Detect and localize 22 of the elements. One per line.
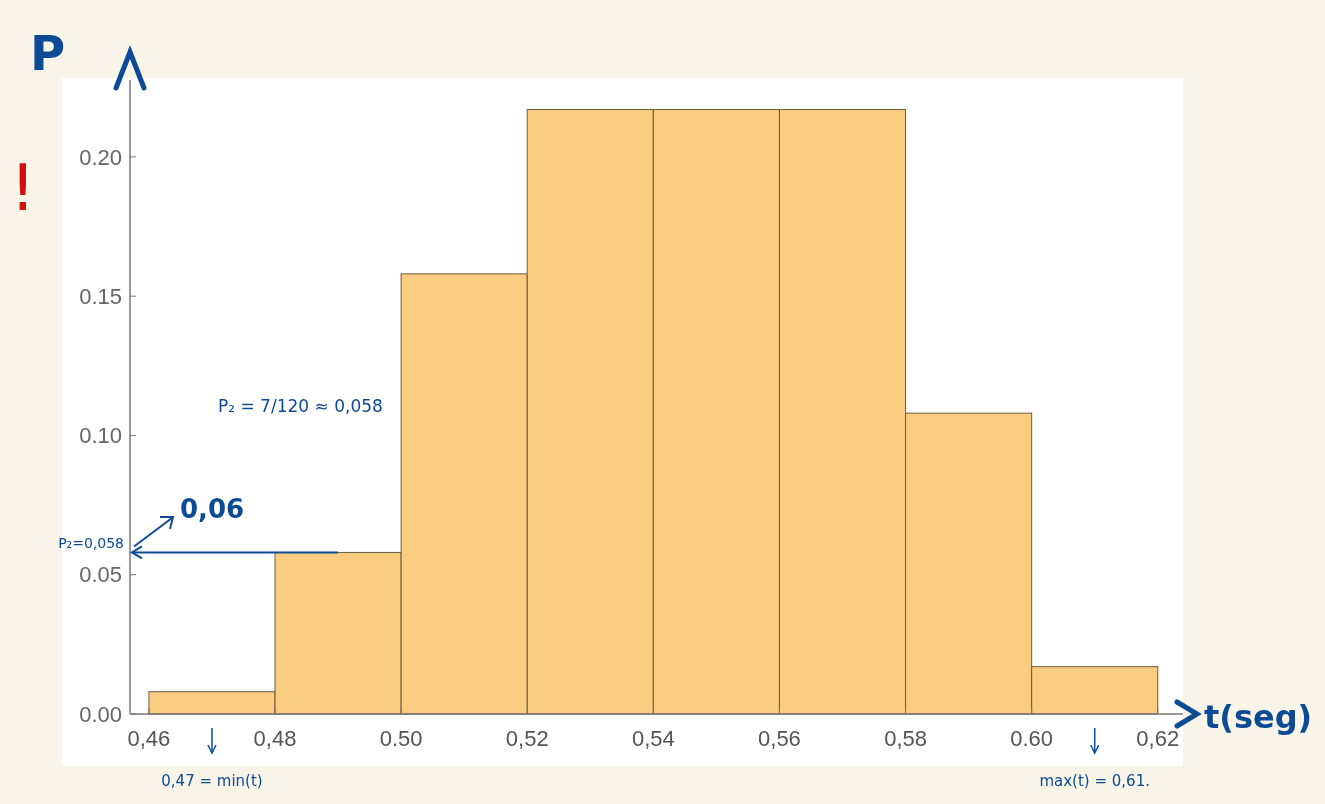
x-tick-label: 0.60 [1010, 726, 1054, 751]
y-tick-label: 0.00 [79, 701, 122, 727]
x-axis-title: t(seg) [1204, 698, 1313, 736]
y-tick-label: 0.05 [79, 562, 122, 588]
y-axis-title: P [30, 25, 66, 81]
x-tick-label: 0,62 [1136, 726, 1180, 751]
x-tick-label: 0.50 [379, 726, 423, 751]
text: 0,47 = min(t) [161, 772, 263, 790]
x-tick-label: 0,46 [127, 726, 171, 751]
y-tick-label: 0.10 [79, 423, 122, 449]
x-tick-label: 0,58 [884, 726, 927, 751]
annotation: P₂ = 7/120 ≈ 0,058 [218, 396, 383, 416]
x-tick-label: 0,48 [253, 726, 297, 751]
annotation: 0,06 [180, 494, 245, 524]
text: ! [10, 151, 36, 225]
text: max(t) = 0,61. [1039, 772, 1150, 790]
x-tick-label: 0,56 [758, 726, 801, 751]
annotation: P₂=0,058 [58, 535, 124, 552]
x-tick-label: 0,54 [631, 726, 675, 751]
y-tick-label: 0.20 [79, 144, 122, 170]
x-tick-label: 0,52 [505, 726, 549, 751]
y-tick-label: 0.15 [79, 283, 122, 309]
